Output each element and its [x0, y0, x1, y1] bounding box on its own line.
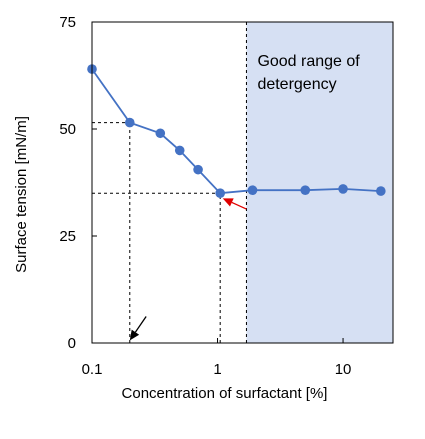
cmc-axis-arrow — [129, 316, 147, 341]
data-point — [155, 128, 166, 139]
y-tick-label: 0 — [68, 335, 76, 352]
good-detergency-region — [246, 22, 393, 343]
data-point — [124, 117, 135, 128]
plot-area-frame — [91, 21, 394, 344]
data-point — [376, 186, 386, 196]
y-tick-label: 25 — [59, 228, 76, 245]
y-axis-label: Surface tension [mN/m] — [13, 116, 30, 273]
data-point — [300, 185, 311, 196]
data-point — [338, 184, 348, 194]
annotation-line-2: detergency — [257, 76, 336, 93]
data-point — [215, 188, 225, 198]
annotation-line-1: Good range of — [257, 53, 360, 70]
data-point — [193, 164, 203, 175]
x-tick-label: 10 — [335, 361, 352, 378]
series-line — [91, 68, 381, 195]
data-point — [174, 145, 185, 156]
x-axis-label: Concentration of surfactant [%] — [122, 385, 328, 402]
data-point — [247, 185, 258, 196]
x-tick-label: 0.1 — [82, 361, 103, 378]
y-tick-label: 50 — [59, 121, 76, 138]
y-tick-label: 75 — [59, 14, 76, 31]
x-tick-label: 1 — [213, 361, 221, 378]
cmc-arrow — [222, 198, 247, 210]
